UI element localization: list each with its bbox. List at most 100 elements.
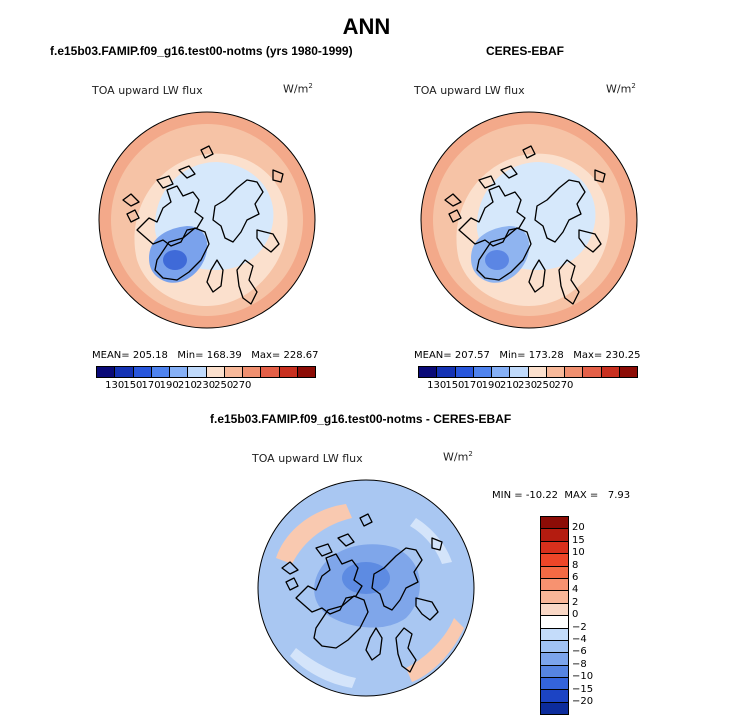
panel1-stats: MEAN= 205.18 Min= 168.39 Max= 228.67 [92, 350, 319, 361]
panel2-colorbar-swatch [473, 367, 492, 377]
panel3-coastline [295, 553, 363, 615]
panel1-colorbar-tick-label: 130 [105, 380, 125, 391]
panel1-colorbar-swatch [115, 367, 134, 377]
panel1-field [99, 112, 315, 328]
panel3-colorbar-swatch [541, 616, 568, 629]
panel3-coastline [415, 597, 439, 621]
panel2-variable: TOA upward LW flux [414, 84, 525, 97]
panel3-min: -10.22 [525, 490, 559, 501]
panel2-coastline [594, 169, 606, 183]
panel3-field [258, 480, 474, 696]
panel3-colorbar-label: −10 [572, 671, 594, 683]
panel2-colorbar-tick-label: 190 [481, 380, 501, 391]
panel3-colorbar [540, 516, 569, 715]
panel1-colorbar-swatch [261, 367, 280, 377]
panel1-coastline [272, 169, 284, 183]
panel1-colorbar-tick-label: 210 [177, 380, 197, 391]
panel3-warm-patch [406, 618, 464, 682]
panel1-colorbar-tick-label: 150 [123, 380, 143, 391]
panel3-coastline [315, 543, 333, 557]
panel3-coastline [431, 537, 443, 551]
panel2-field [421, 112, 637, 328]
panel2-colorbar-swatch [546, 367, 565, 377]
panel3-colorbar-label: −4 [572, 634, 587, 645]
panel2-subtitle: CERES-EBAF [486, 44, 565, 58]
panel3-colorbar-label: 20 [572, 522, 585, 534]
panel3-colorbar-labels: 20 15 10 8 6 4 2 0 −2 −4 −6 −8 −10 −15 −20 [572, 516, 612, 707]
panel2-polar-map [420, 111, 638, 329]
panel2-colorbar-swatch [528, 367, 547, 377]
panel3-colorbar-label: 6 [572, 572, 579, 583]
panel1-coastline [136, 185, 204, 247]
panel3-boundary [257, 479, 475, 697]
panel2-coastline [522, 145, 536, 159]
panel3-colorbar-swatch [541, 628, 568, 641]
panel1-coastline [154, 227, 210, 281]
panel1-variable: TOA upward LW flux [92, 84, 203, 97]
panel2-colorbar-swatch [455, 367, 474, 377]
panel1-colorbar-swatch [188, 367, 207, 377]
panel3-neutral-patch [290, 648, 356, 688]
panel3-colorbar-label: −15 [572, 683, 594, 695]
panel1-boundary [98, 111, 316, 329]
panel3-coastline [365, 627, 383, 661]
panel2-colorbar-tick-label: 250 [536, 380, 556, 391]
panel1-coastline [122, 193, 140, 207]
panel3-colorbar-swatch [541, 554, 568, 567]
panel1-colorbar-swatch [170, 367, 189, 377]
panel2-colorbar-tick-label: 130 [427, 380, 447, 391]
panel2-coastline [478, 175, 496, 189]
panel3-coastline [359, 513, 373, 527]
panel3-colorbar-swatch [541, 640, 568, 654]
panel3-colorbar-swatch [541, 591, 568, 604]
panel2-coastline [448, 209, 462, 223]
panel3-colorbar-label: −20 [572, 696, 594, 707]
panel3-colorbar-label: −2 [572, 621, 587, 633]
panel2-colorbar-swatch [510, 367, 529, 377]
panel3-coastline [395, 627, 417, 673]
panel1-coastline [126, 209, 140, 223]
panel3-colorbar-swatch [541, 653, 568, 666]
panel1-colorbar-swatch [224, 367, 243, 377]
panel3-colorbar-label: 10 [572, 547, 585, 559]
panel1-colorbar-swatch [133, 367, 152, 377]
panel1-colorbar-swatch [297, 367, 315, 377]
panel3-colorbar-swatch [541, 690, 568, 703]
panel1-polar-map [98, 111, 316, 329]
panel2-coastline [458, 185, 526, 247]
panel2-colorbar-tick-label: 230 [518, 380, 538, 391]
panel3-coastline [337, 533, 355, 547]
panel2-colorbar-tick-label: 270 [554, 380, 574, 391]
panel2-colorbar-swatch [565, 367, 584, 377]
panel2-boundary [420, 111, 638, 329]
panel2-coastline [444, 193, 462, 207]
panel2-greenland-core [485, 250, 509, 270]
panel2-coastline [476, 227, 532, 281]
panel2-min: 173.28 [528, 350, 564, 361]
panel3-colorbar-swatch [541, 529, 568, 542]
panel3-colorbar-label: 15 [572, 534, 585, 546]
panel3-colorbar-swatch [541, 541, 568, 555]
panel2-coastline [528, 259, 546, 293]
panel3-units: W/m2 [443, 450, 473, 464]
panel3-variable: TOA upward LW flux [252, 452, 363, 465]
panel2-max: 230.25 [605, 350, 641, 361]
panel2-stats: MEAN= 207.57 Min= 173.28 Max= 230.25 [414, 350, 641, 361]
panel1-coastline [212, 179, 264, 243]
panel3-colorbar-swatch [541, 678, 568, 691]
panel1-colorbar-tick-label: 250 [214, 380, 234, 391]
panel1-colorbar-swatch [279, 367, 298, 377]
panel3-colorbar-swatch [541, 566, 568, 579]
panel2-colorbar-tick-label: 170 [463, 380, 483, 391]
panel1-coastline [206, 259, 224, 293]
panel2-colorbar-tick-label: 150 [445, 380, 465, 391]
panel2-colorbar-tick-label: 210 [499, 380, 519, 391]
panel3-stats: MIN = -10.22 MAX = 7.93 [492, 490, 631, 501]
panel3-colorbar-label: 2 [572, 596, 579, 608]
panel3-colorbar-label: −8 [572, 658, 587, 670]
panel2-colorbar-swatch [437, 367, 456, 377]
panel2-mean: 207.57 [454, 350, 490, 361]
panel3-coastline [313, 595, 369, 649]
panel2-colorbar [418, 366, 638, 378]
panel1-colorbar-tick-label: 270 [232, 380, 252, 391]
